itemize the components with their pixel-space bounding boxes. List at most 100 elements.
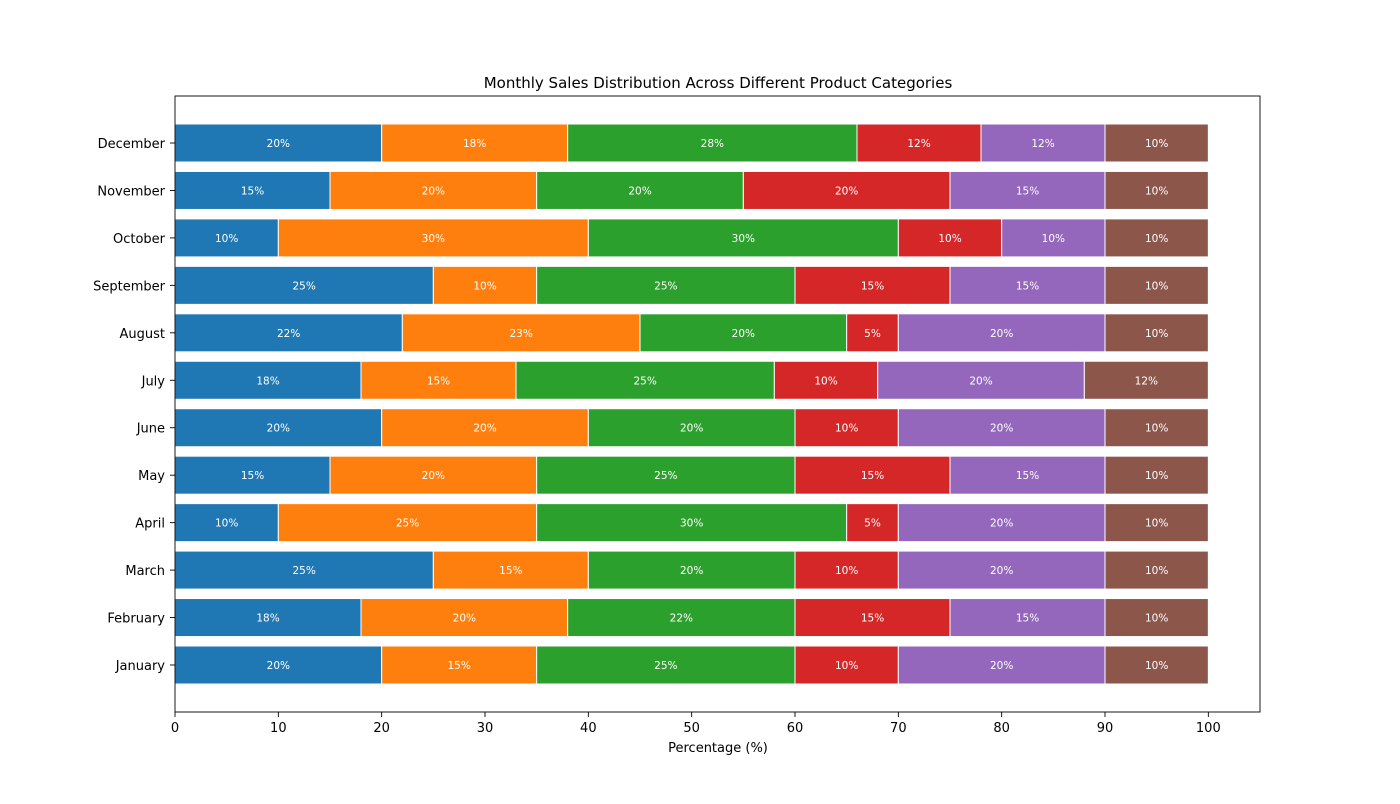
bar-segment [1104,598,1209,638]
bar-value-label: 10% [473,280,496,292]
bar-value-label: 15% [499,565,522,577]
bar-segment [1104,408,1209,448]
bar-segment [515,360,775,400]
x-tick-label: 100 [1196,721,1221,736]
bar-value-label: 30% [422,233,445,245]
bar-value-label: 10% [1145,138,1168,150]
bar-value-label: 20% [990,565,1013,577]
bar-value-label: 20% [732,328,755,340]
bar-value-label: 15% [1016,613,1039,625]
y-tick-label: June [136,422,165,437]
bar-value-label: 25% [396,518,419,530]
bar-value-label: 20% [990,328,1013,340]
bar-segment [432,265,538,305]
bar-segment [846,503,899,543]
bar-segment [877,360,1085,400]
x-tick-label: 80 [993,721,1010,736]
x-tick-label: 70 [890,721,907,736]
bar-value-label: 10% [1145,470,1168,482]
bar-value-label: 20% [990,660,1013,672]
bar-segment [856,123,982,163]
bar-segment [174,123,383,163]
bar-segment [897,313,1106,353]
bar-value-label: 22% [277,328,300,340]
y-tick-label: December [98,137,166,152]
bar-segment [1104,550,1209,590]
bar-value-label: 10% [938,233,961,245]
bar-value-label: 10% [1145,328,1168,340]
y-tick-label: October [113,232,166,247]
bar-value-label: 10% [835,565,858,577]
bar-value-label: 20% [422,470,445,482]
bar-segment [329,170,538,210]
x-tick-label: 0 [171,721,179,736]
bar-segment [1104,645,1209,685]
bar-value-label: 20% [990,518,1013,530]
axes-layer: January February March April May June July Augu… [93,95,1261,736]
bar-value-label: 15% [241,185,264,197]
bar-segment [587,218,899,258]
bar-value-label: 15% [861,470,884,482]
x-tick-label: 90 [1097,721,1114,736]
bar-segment [567,123,858,163]
y-tick-label: November [97,184,165,199]
x-tick-label: 40 [580,721,597,736]
bar-segment [742,170,951,210]
bar-segment [360,360,517,400]
bar-segment [794,550,899,590]
bar-segment [174,265,434,305]
bar-segment [639,313,848,353]
bar-segment [1001,218,1106,258]
bar-value-label: 20% [835,185,858,197]
bar-value-label: 10% [835,423,858,435]
bar-value-label: 10% [215,233,238,245]
bar-segment [846,313,899,353]
bar-value-label: 20% [267,138,290,150]
bar-value-label: 30% [732,233,755,245]
bar-value-label: 15% [241,470,264,482]
y-tick-label: September [93,279,166,294]
bar-segment [1104,170,1209,210]
bar-segment [1104,455,1209,495]
bar-value-label: 12% [1135,375,1158,387]
x-tick-label: 50 [683,721,700,736]
bar-value-label: 10% [1145,280,1168,292]
bar-segment [381,645,538,685]
bar-segment [1104,503,1209,543]
chart-title: Monthly Sales Distribution Across Differ… [484,74,953,92]
bar-value-label: 20% [680,423,703,435]
bar-value-label: 18% [463,138,486,150]
bar-value-label: 15% [861,613,884,625]
bar-value-label: 25% [633,375,656,387]
bar-value-label: 20% [473,423,496,435]
bar-value-label: 10% [1145,613,1168,625]
bar-value-label: 15% [1016,185,1039,197]
bar-value-label: 25% [654,280,677,292]
bar-segment [1104,218,1209,258]
bar-segment [174,170,331,210]
bar-value-label: 5% [864,518,881,530]
bar-value-label: 10% [1145,565,1168,577]
bar-value-label: 20% [422,185,445,197]
bar-value-label: 23% [509,328,532,340]
bar-segment [1104,265,1209,305]
bar-value-label: 15% [1016,280,1039,292]
bar-value-label: 18% [256,375,279,387]
bar-segment [794,408,899,448]
bar-segment [174,645,383,685]
bar-segment [536,645,796,685]
bar-value-label: 10% [814,375,837,387]
bar-segment [174,360,362,400]
y-tick-label: July [141,374,166,389]
bar-value-label: 10% [1042,233,1065,245]
bar-segment [174,313,403,353]
bar-segment [174,408,383,448]
bar-value-label: 10% [1145,185,1168,197]
bar-value-label: 20% [969,375,992,387]
x-tick-label: 10 [270,721,287,736]
bar-segment [174,455,331,495]
bar-value-label: 20% [267,423,290,435]
bar-segment [536,455,796,495]
